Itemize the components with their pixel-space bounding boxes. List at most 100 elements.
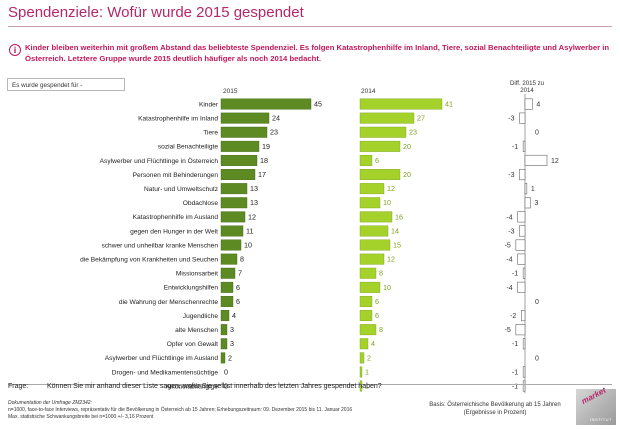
value-label-2015: 13 <box>250 184 258 193</box>
bar-2015 <box>220 140 260 152</box>
diff-label: -5 <box>505 327 511 334</box>
diff-label: -1 <box>512 341 518 348</box>
diff-bar <box>524 98 533 110</box>
bar-2014 <box>359 366 363 378</box>
value-label-2015: 4 <box>232 311 236 320</box>
bar-2015 <box>220 239 242 251</box>
value-label-2014: 1 <box>365 367 369 376</box>
bar-2015 <box>220 310 230 321</box>
value-label-2015: 0 <box>224 367 228 376</box>
bar-2015 <box>220 211 246 223</box>
value-label-2014: 20 <box>403 170 411 179</box>
category-label: Katastrophenhilfe im Ausland <box>133 214 219 221</box>
diff-label: 0 <box>535 299 539 306</box>
bar-2015 <box>220 169 256 181</box>
value-label-2015: 11 <box>246 226 253 235</box>
bar-2015 <box>220 267 236 279</box>
bar-2015 <box>220 296 234 307</box>
diff-bar <box>515 239 526 251</box>
category-label: gegen den Hunger in der Welt <box>130 228 218 235</box>
diff-bar <box>517 253 526 265</box>
diff-bar <box>522 338 526 350</box>
value-label-2015: 3 <box>230 339 234 348</box>
diff-label: -2 <box>510 313 516 320</box>
category-label: Alkoholabhängige <box>166 383 219 390</box>
diff-bar <box>517 281 526 293</box>
bar-2015 <box>220 126 268 138</box>
value-label-2015: 8 <box>240 255 244 264</box>
category-label: Opfer von Gewalt <box>167 341 218 348</box>
value-label-2014: 27 <box>417 114 425 123</box>
value-label-2015: 17 <box>258 170 266 179</box>
category-label: Katastrophenhilfe im Inland <box>138 115 218 122</box>
diff-bar <box>522 267 526 279</box>
diff-bar <box>524 197 531 209</box>
diff-label: -1 <box>512 144 518 151</box>
bar-2014 <box>359 169 401 181</box>
column-header-diff: Diff. 2015 zu 2014 <box>509 80 545 94</box>
documentation-error-margin: Max. statistische Schwankungsbreite bei … <box>8 414 154 420</box>
category-label: Jugendliche <box>183 313 219 320</box>
value-label-2014: 41 <box>445 99 453 108</box>
value-label-2015: 12 <box>248 212 256 221</box>
bar-2015 <box>220 98 312 110</box>
category-label: Missionsarbeit <box>176 271 218 278</box>
value-label-2014: 15 <box>393 240 401 249</box>
bar-2014 <box>359 211 393 223</box>
value-label-2014: 8 <box>379 269 383 278</box>
diff-label: 0 <box>535 355 539 362</box>
value-label-2014: 6 <box>375 156 379 165</box>
diff-bar <box>524 154 548 166</box>
value-label-2014: 20 <box>403 142 411 151</box>
category-label: alte Menschen <box>175 327 218 334</box>
diff-label: -1 <box>512 369 518 376</box>
bar-2015 <box>220 197 248 209</box>
value-label-2015: 19 <box>262 142 270 151</box>
column-header-2014: 2014 <box>361 88 376 95</box>
column-header-2015: 2015 <box>223 88 238 95</box>
bar-2014 <box>359 296 373 307</box>
value-label-2015: 10 <box>244 240 252 249</box>
bar-2015 <box>220 225 244 237</box>
value-label-2015: 0 <box>224 381 228 390</box>
question-filter-dropdown[interactable]: Es wurde gespendet für - <box>7 78 125 91</box>
diff-bar <box>521 309 526 322</box>
bar-2014 <box>359 225 389 237</box>
category-label: Tiere <box>203 130 218 137</box>
category-label: die Wahrung der Menschenrechte <box>119 299 218 306</box>
category-label: Asylwerber und Flüchtlinge im Ausland <box>105 355 219 362</box>
value-label-2014: 23 <box>409 128 417 137</box>
footer-divider <box>8 384 612 385</box>
value-label-2014: 2 <box>367 353 371 362</box>
category-label: schwer und unheilbar kranke Menschen <box>101 242 218 249</box>
bar-2015 <box>220 253 238 265</box>
value-label-2015: 2 <box>228 353 232 362</box>
title-divider <box>8 26 612 27</box>
bar-2014 <box>359 338 369 350</box>
bar-2014 <box>359 380 363 392</box>
bar-2015 <box>220 338 228 350</box>
logo-subtitle: INSTITUT <box>590 417 612 422</box>
value-label-2014: 4 <box>371 339 375 348</box>
diff-bar <box>522 140 526 152</box>
bar-2015 <box>220 281 234 293</box>
diff-bar <box>519 112 526 124</box>
value-label-2014: 6 <box>375 297 379 306</box>
diff-label: -5 <box>505 242 511 249</box>
diff-label: 3 <box>535 200 539 207</box>
value-label-2014: 12 <box>387 255 395 264</box>
diff-label: -4 <box>506 285 512 292</box>
diff-bar <box>522 380 526 392</box>
value-label-2015: 3 <box>230 325 234 334</box>
value-label-2014: 10 <box>383 283 391 292</box>
bar-2014 <box>359 98 443 110</box>
diff-label: -4 <box>506 257 512 264</box>
bar-2014 <box>359 281 381 293</box>
value-label-2015: 18 <box>260 156 268 165</box>
value-label-2015: 6 <box>236 283 240 292</box>
category-label: Kinder <box>199 101 219 108</box>
diff-label: -3 <box>508 116 514 123</box>
bar-2014 <box>359 126 407 138</box>
bar-2014 <box>359 253 385 265</box>
